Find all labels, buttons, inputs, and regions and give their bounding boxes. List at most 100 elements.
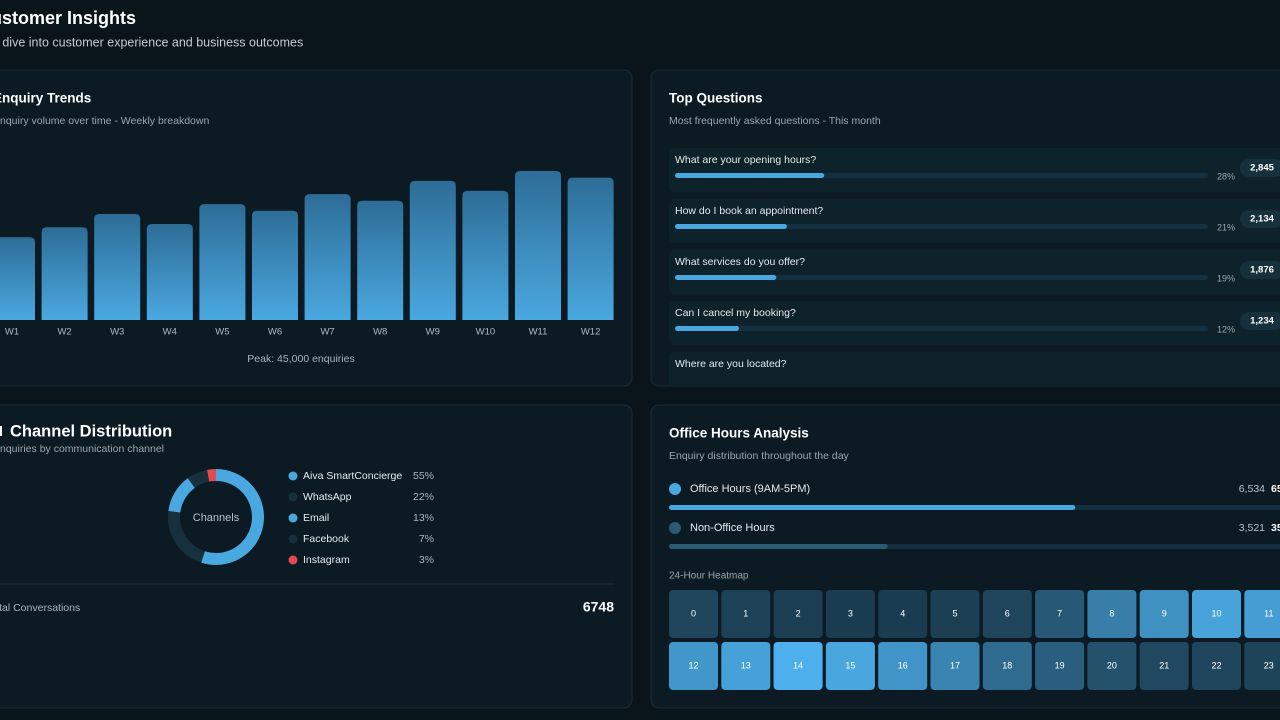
heatmap-cell (930, 642, 980, 690)
x-tick-label: W4 (163, 327, 177, 338)
legend-value: 3% (419, 554, 434, 566)
legend-value: 7% (419, 533, 434, 545)
row-count: 3,521 (1239, 522, 1265, 534)
percent-label: 19% (1217, 273, 1235, 283)
heatmap-label: 13 (741, 660, 751, 670)
heatmap-label: 20 (1107, 660, 1117, 670)
x-tick-label: W1 (5, 327, 19, 338)
count-badge (1240, 312, 1280, 330)
bar (0, 237, 35, 320)
heatmap-cell (982, 590, 1032, 638)
heatmap-label: 2 (796, 608, 801, 618)
bar (41, 227, 88, 320)
progress-track (675, 275, 1208, 280)
x-tick-label: W5 (215, 327, 229, 338)
x-tick-label: W2 (57, 327, 71, 338)
heatmap-cell (1192, 642, 1241, 690)
progress-track (675, 326, 1208, 331)
question-list: What are your opening hours? 28% 2,845 How … (669, 148, 1280, 386)
heatmap-cell (1087, 642, 1137, 690)
question-row (669, 199, 1280, 243)
heatmap-label: 19 (1055, 660, 1065, 670)
donut-segment (201, 469, 264, 565)
heatmap-label: 3 (848, 608, 853, 618)
heatmap-label: 18 (1002, 660, 1012, 670)
heatmap-title: 24-Hour Heatmap (669, 571, 749, 582)
card-subtitle: Enquiry volume over time - Weekly breakd… (0, 115, 209, 127)
heatmap-cell (773, 642, 823, 690)
heatmap-cell (825, 590, 875, 638)
donut-center-label: Channels (193, 512, 240, 524)
heatmap-cell (878, 642, 928, 690)
legend-label: Facebook (303, 533, 350, 545)
question-text: Can I cancel my booking? (675, 307, 796, 319)
legend-dot (288, 492, 298, 502)
heatmap-cell (1035, 642, 1085, 690)
card-title: Office Hours Analysis (669, 426, 809, 441)
page-title: Customer Insights (0, 8, 136, 28)
heatmap-label: 21 (1159, 660, 1169, 670)
legend-label: WhatsApp (303, 491, 352, 503)
heatmap-label: 23 (1264, 660, 1274, 670)
card-title: Enquiry Trends (0, 91, 91, 106)
count-badge (1240, 261, 1280, 279)
percent-label: 28% (1217, 171, 1235, 181)
x-tick-label: W6 (268, 327, 282, 338)
progress-track (675, 224, 1208, 229)
heatmap-label: 0 (691, 608, 696, 618)
progress-bar (669, 544, 888, 549)
heatmap-label: 6 (1005, 608, 1010, 618)
heatmap-cell (1192, 590, 1241, 638)
heatmap-cell (1244, 642, 1280, 690)
x-tick-label: W11 (529, 327, 548, 338)
heatmap-label: 16 (898, 660, 908, 670)
question-text: How do I book an appointment? (675, 205, 823, 217)
heatmap-label: 4 (900, 608, 905, 618)
heatmap-label: 15 (845, 660, 855, 670)
heatmap-cell (669, 642, 718, 690)
heatmap-label: 5 (952, 608, 957, 618)
bar (94, 214, 141, 320)
heatmap-label: 10 (1211, 608, 1221, 618)
heatmap-label: 8 (1109, 608, 1114, 618)
page-subtitle: Deep dive into customer experience and b… (0, 35, 303, 49)
bar (462, 190, 509, 320)
question-text: What are your opening hours? (675, 154, 816, 166)
heatmap-cell (721, 642, 771, 690)
x-tick-label: W3 (110, 327, 124, 338)
donut-segment (187, 469, 210, 489)
row-percent: 65% (1271, 483, 1280, 495)
bar (567, 177, 614, 320)
x-tick-label: W7 (320, 327, 334, 338)
donut-segment (207, 469, 217, 482)
heatmap-label: 12 (688, 660, 698, 670)
heatmap-label: 9 (1162, 608, 1167, 618)
heatmap-label: 11 (1264, 608, 1273, 618)
count-label: 1,876 (1250, 265, 1274, 276)
heatmap-label: 17 (950, 660, 960, 670)
legend-dot (288, 513, 298, 523)
legend-value: 22% (413, 491, 434, 503)
count-badge (1240, 210, 1280, 228)
heatmap-label: 1 (743, 608, 748, 618)
progress-bar (669, 505, 1076, 510)
legend-value: 13% (413, 512, 434, 524)
row-dot (669, 483, 681, 495)
heatmap-cell (930, 590, 980, 638)
card-subtitle: Most frequently asked questions - This m… (669, 115, 881, 127)
progress-bar (675, 275, 777, 280)
heatmap-cell (721, 590, 771, 638)
x-tick-label: W8 (373, 327, 387, 338)
legend-dot (288, 471, 298, 481)
count-label: 2,845 (1250, 163, 1274, 174)
x-tick-label: W10 (476, 327, 496, 338)
row-label: Non-Office Hours (690, 522, 775, 534)
row-percent: 35% (1271, 522, 1280, 534)
heatmap-cell (773, 590, 823, 638)
legend-dot (288, 534, 298, 544)
progress-bar (675, 326, 739, 331)
bar (357, 200, 404, 320)
x-tick-label: W9 (426, 327, 440, 338)
progress-bar (675, 224, 787, 229)
